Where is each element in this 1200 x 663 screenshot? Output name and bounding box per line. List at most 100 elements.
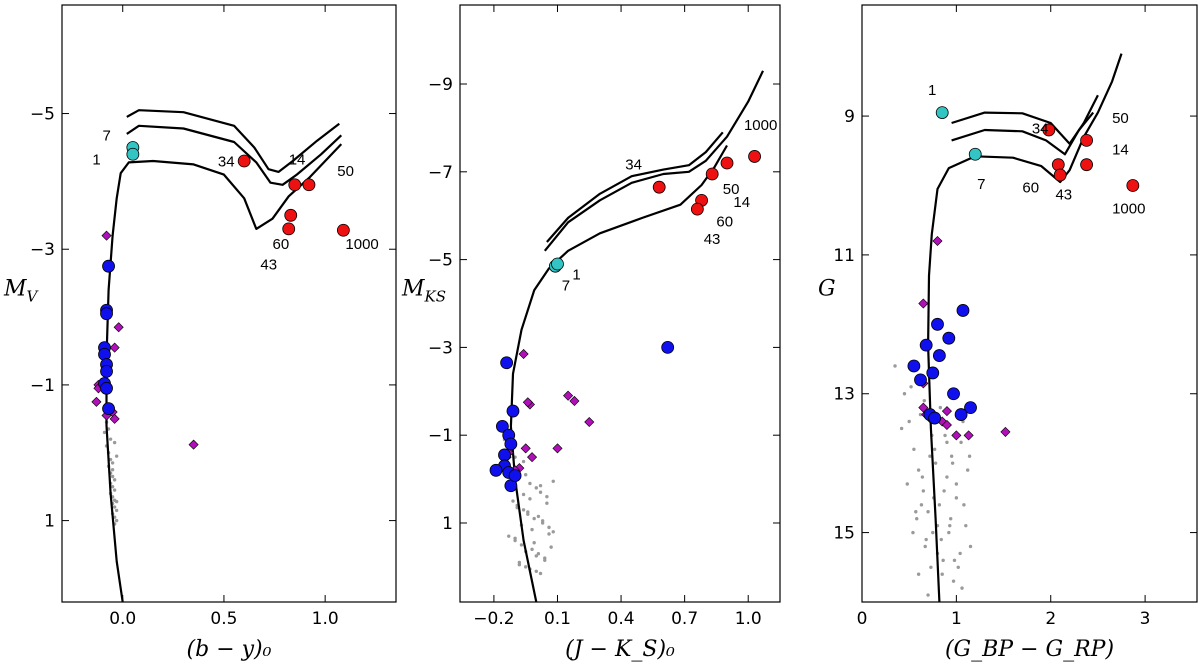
grey-point [964,523,968,528]
x-tick-label: 2 [1045,609,1056,629]
magenta-diamond [569,395,580,406]
grey-point [547,532,551,536]
age-label: 34 [625,157,642,174]
grey-point [523,565,528,569]
age-label: 43 [1055,186,1072,203]
grey-point [939,537,943,542]
isochrone-line [126,109,340,173]
grey-point [902,392,907,396]
grey-point [532,516,536,521]
grey-point [943,433,947,438]
grey-point [945,475,949,479]
grey-point [932,447,937,451]
grey-point [547,525,551,530]
grey-point [951,579,956,583]
grey-point [536,552,541,556]
magenta-diamond [520,443,531,454]
age-label: 7 [562,277,570,294]
age-label: 7 [102,128,110,145]
y-tick-label: −1 [30,376,55,396]
y-tick-label: 1 [44,512,55,532]
age-label: 60 [716,214,733,231]
magenta-diamond [552,443,563,454]
grey-point [962,503,966,507]
grey-point [958,551,962,556]
grey-point [928,454,932,458]
x-axis-label: (J − K_S)₀ [565,637,675,662]
grey-point [938,405,943,410]
grey-point [949,454,954,458]
grey-point [940,572,944,576]
blue-star-marker [508,469,522,482]
axes-frame [459,4,781,603]
y-tick-label: −5 [428,251,453,271]
blue-star-marker [100,364,113,378]
panel-middle-chart: −0.2 0.1 0.4 0.7 1.0 −9 −7 −5 −3 −1 1 (J − K_S)₀ MKS… [401,4,781,662]
magenta-diamond [918,402,929,413]
plot-area [489,70,764,602]
red-star-marker [1080,133,1093,147]
red-star-marker [336,223,350,237]
magenta-diamond [941,419,952,431]
grey-point [907,419,911,424]
axes-frame [861,4,1198,603]
grey-point [532,541,536,545]
blue-star-marker [506,404,520,418]
x-tick-label: 0 [857,609,868,629]
grey-point [114,508,119,513]
y-axis-label-subscript: V [27,288,40,306]
magenta-diamond [951,430,962,441]
blue-star-marker [942,331,956,345]
grey-point [923,544,927,549]
y-axis-label: MKS [401,277,446,306]
grey-point [110,468,115,472]
isochrone-line [509,144,728,602]
grey-point [521,492,526,497]
grey-point [941,558,945,563]
grey-point [937,503,942,507]
isochrone-line [951,111,1095,156]
red-star-marker [302,178,316,192]
grey-point [110,474,115,479]
grey-point [543,558,547,562]
blue-star-marker [954,408,968,421]
age-label: 43 [704,231,721,248]
y-tick-label: −1 [428,426,453,446]
grey-point [924,537,928,542]
y-tick-label: −3 [428,338,453,358]
grey-point [114,454,119,458]
blue-star-marker [661,340,675,354]
axes-frame [61,4,397,603]
age-label: 34 [218,153,235,170]
grey-point [919,503,924,507]
age-label: 1000 [345,236,378,253]
red-star-marker [652,180,666,194]
cyan-star-marker [126,147,140,161]
cyan-star-marker [935,106,949,119]
blue-star-marker [932,349,946,362]
grey-point [945,440,949,445]
blue-star-marker [100,307,113,321]
grey-point [899,426,904,431]
magenta-diamond [1000,426,1011,437]
blue-star-marker [100,381,113,395]
y-tick-label: 1 [442,514,453,534]
magenta-diamond [101,230,112,241]
age-label: 1000 [1112,200,1145,217]
red-star-marker [288,178,302,192]
x-tick-label: 0.0 [109,609,136,629]
grey-point [948,523,952,528]
grey-point [517,562,522,567]
blue-star-marker [956,304,970,317]
plot-area [91,109,350,602]
grey-point [551,530,555,534]
grey-point [110,461,115,465]
grey-point [530,527,534,532]
grey-point [916,572,921,576]
grey-point [112,440,117,445]
cyan-star-marker [551,257,564,271]
red-star-marker [237,154,251,168]
x-axis-label: (b − y)₀ [187,637,272,662]
isochrone-line [543,70,764,252]
